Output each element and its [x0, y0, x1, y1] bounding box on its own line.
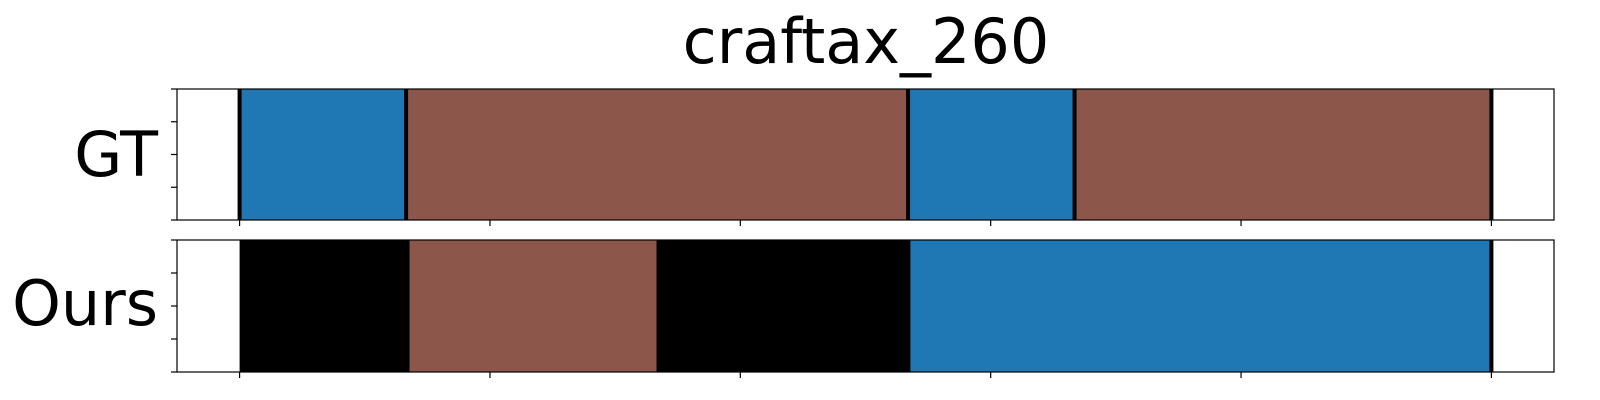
ours-segment-4	[910, 240, 1492, 372]
gt-segment-3	[908, 89, 1075, 220]
gt-axes-frame	[176, 88, 1555, 221]
ours-y-ticks	[171, 239, 177, 373]
gt-segments	[239, 89, 1492, 220]
ours-segments	[239, 240, 1492, 372]
gt-segment-2	[406, 89, 909, 220]
gt-y-ticks	[171, 88, 177, 221]
gt-segment-1	[239, 89, 407, 220]
ours-segment-3	[656, 240, 911, 372]
gt-segment-4	[1074, 89, 1492, 220]
ours-axes-frame	[176, 239, 1555, 373]
chart-title: craftax_260	[683, 5, 1050, 78]
ours-segment-1	[239, 240, 410, 372]
ours-x-ticks	[238, 372, 1493, 378]
row-label-ours: Ours	[12, 267, 158, 340]
row-gt: GT	[74, 88, 1555, 226]
ours-segment-2	[409, 240, 657, 372]
gt-boundaries	[237, 89, 1494, 220]
row-ours: Ours	[12, 239, 1555, 378]
gt-x-ticks	[238, 220, 1493, 226]
row-label-gt: GT	[74, 118, 159, 191]
